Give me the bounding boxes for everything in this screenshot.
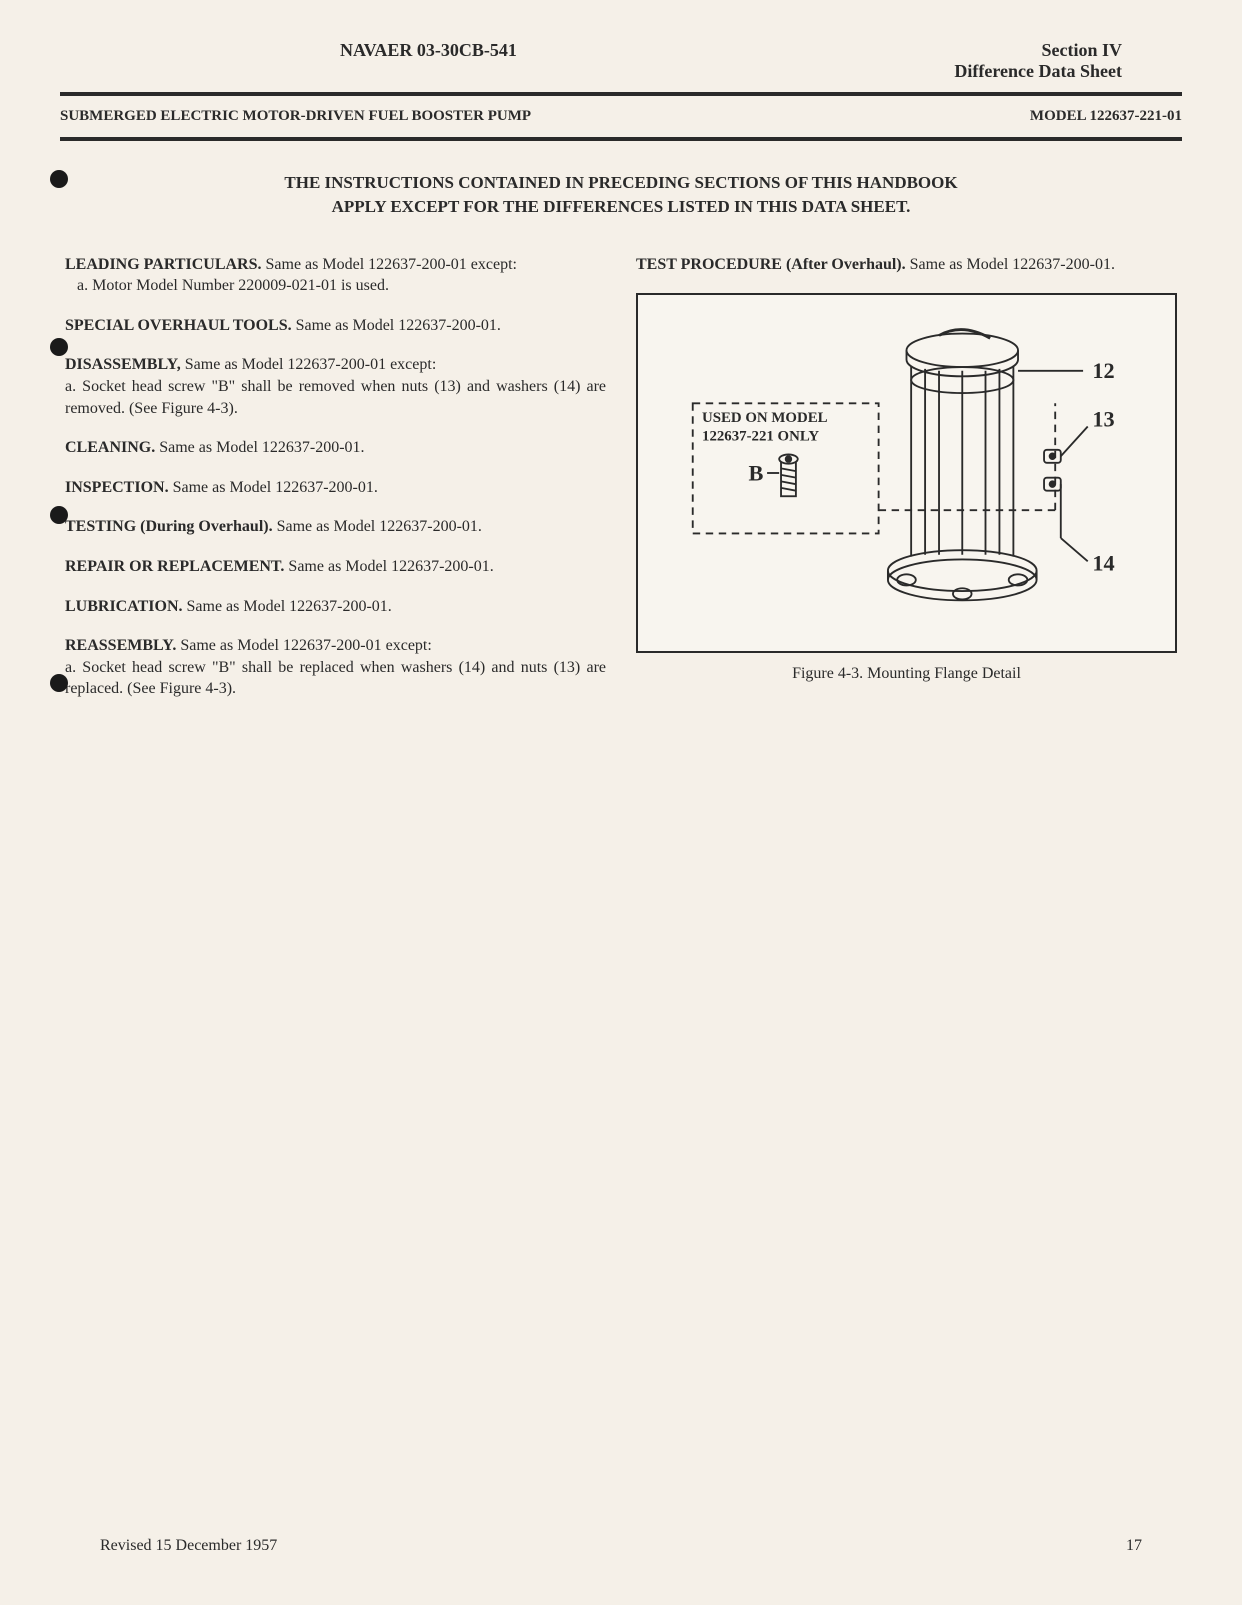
cleaning: CLEANING. Same as Model 122637-200-01. [65,437,606,459]
figure-caption: Figure 4-3. Mounting Flange Detail [636,665,1177,683]
testing-during: TESTING (During Overhaul). Same as Model… [65,516,606,538]
rule-bottom [60,137,1182,141]
doc-id: NAVAER 03-30CB-541 [340,40,517,82]
test-procedure: TEST PROCEDURE (After Overhaul). Same as… [636,254,1177,276]
model-number: MODEL 122637-221-01 [1030,108,1182,125]
label-12: 12 [1092,358,1114,383]
inspection: INSPECTION. Same as Model 122637-200-01. [65,477,606,499]
para-body: Same as Model 122637-200-01 except: [262,256,518,273]
page-header: NAVAER 03-30CB-541 Section IV Difference… [60,40,1182,82]
punch-holes [50,40,68,842]
section-line: Section IV [954,40,1122,61]
pump-title: SUBMERGED ELECTRIC MOTOR-DRIVEN FUEL BOO… [60,108,531,125]
callout-line1: USED ON MODEL [702,410,828,426]
sub-item: a. Motor Model Number 220009-021-01 is u… [65,275,606,297]
para-body: Same as Model 122637-200-01. [292,317,501,334]
para-head: TEST PROCEDURE (After Overhaul). [636,256,906,273]
repair: REPAIR OR REPLACEMENT. Same as Model 122… [65,556,606,578]
para-head: DISASSEMBLY, [65,356,181,373]
figure-4-3: USED ON MODEL 122637-221 ONLY B 12 13 14 [636,293,1177,653]
para-body: Same as Model 122637-200-01. [284,558,493,575]
para-head: SPECIAL OVERHAUL TOOLS. [65,317,292,334]
label-b: B [749,461,764,486]
content-columns: LEADING PARTICULARS. Same as Model 12263… [60,254,1182,718]
para-body: Same as Model 122637-200-01. [155,439,364,456]
left-column: LEADING PARTICULARS. Same as Model 12263… [65,254,606,718]
para-head: LEADING PARTICULARS. [65,256,262,273]
para-head: LUBRICATION. [65,598,183,615]
lubrication: LUBRICATION. Same as Model 122637-200-01… [65,596,606,618]
para-head: REASSEMBLY. [65,637,176,654]
reassembly: REASSEMBLY. Same as Model 122637-200-01 … [65,635,606,700]
section-line: Difference Data Sheet [954,61,1122,82]
label-14: 14 [1092,551,1114,576]
punch-hole [50,338,68,356]
subheader: SUBMERGED ELECTRIC MOTOR-DRIVEN FUEL BOO… [60,104,1182,129]
rule-top [60,92,1182,96]
sub-item: a. Socket head screw "B" shall be remove… [65,376,606,419]
para-body: Same as Model 122637-200-01. [169,479,378,496]
sub-item: a. Socket head screw "B" shall be replac… [65,657,606,700]
label-13: 13 [1092,407,1114,432]
para-head: INSPECTION. [65,479,169,496]
para-body: Same as Model 122637-200-01 except: [176,637,432,654]
callout-line2: 122637-221 ONLY [702,429,819,445]
page-footer: Revised 15 December 1957 17 [100,1537,1142,1555]
section-info: Section IV Difference Data Sheet [954,40,1122,82]
para-body: Same as Model 122637-200-01. [183,598,392,615]
para-body: Same as Model 122637-200-01. [906,256,1115,273]
punch-hole [50,674,68,692]
para-body: Same as Model 122637-200-01 except: [181,356,437,373]
para-head: CLEANING. [65,439,155,456]
punch-hole [50,506,68,524]
punch-hole [50,170,68,188]
mounting-flange-svg: USED ON MODEL 122637-221 ONLY B 12 13 14 [658,315,1155,631]
disassembly: DISASSEMBLY, Same as Model 122637-200-01… [65,354,606,419]
right-column: TEST PROCEDURE (After Overhaul). Same as… [636,254,1177,718]
para-head: REPAIR OR REPLACEMENT. [65,558,284,575]
para-body: Same as Model 122637-200-01. [273,518,482,535]
leading-particulars: LEADING PARTICULARS. Same as Model 12263… [65,254,606,297]
para-head: TESTING (During Overhaul). [65,518,273,535]
special-tools: SPECIAL OVERHAUL TOOLS. Same as Model 12… [65,315,606,337]
page-number: 17 [1126,1537,1142,1555]
notice-text: THE INSTRUCTIONS CONTAINED IN PRECEDING … [256,171,986,219]
revised-date: Revised 15 December 1957 [100,1537,277,1555]
